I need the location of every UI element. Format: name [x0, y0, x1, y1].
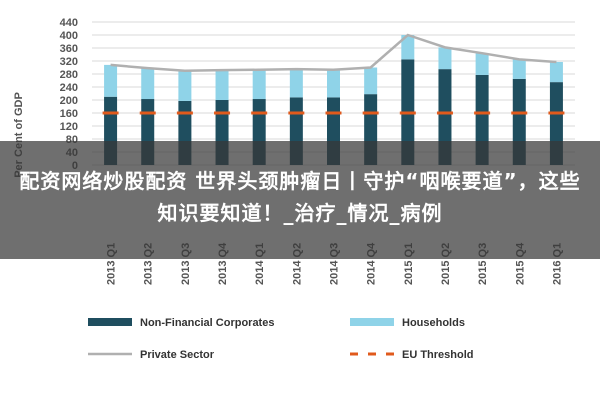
y-tick-label: 280: [60, 69, 78, 81]
y-tick-label: 120: [60, 121, 78, 133]
bar-households: [141, 68, 155, 100]
y-tick-label: 360: [60, 43, 78, 55]
legend-label-private-sector: Private Sector: [140, 349, 215, 361]
bar-households: [252, 69, 266, 100]
bar-households: [512, 59, 526, 79]
y-tick-label: 440: [60, 17, 78, 29]
lines: [102, 33, 565, 115]
line-private-sector: [110, 33, 557, 73]
y-tick-label: 240: [60, 82, 78, 94]
legend: Non-Financial Corporates Households Priv…: [88, 317, 474, 361]
y-tick-label: 320: [60, 56, 78, 68]
bar-households: [438, 47, 452, 70]
y-tick-label: 160: [60, 108, 78, 120]
y-tick-label: 400: [60, 30, 78, 42]
bar-households: [364, 67, 378, 95]
bar-households: [327, 69, 340, 98]
bar-households: [178, 70, 192, 101]
bar-households: [549, 61, 563, 83]
legend-label-eu-threshold: EU Threshold: [402, 349, 474, 361]
legend-swatch-non-financial: [88, 318, 132, 326]
overlay-title-text: 配资网络炒股配资 世界头颈肿瘤日丨守护“咽喉要道”，这些知识要知道！_治疗_情况…: [19, 169, 581, 225]
bar-households: [401, 35, 415, 60]
legend-swatch-households: [350, 318, 394, 326]
y-tick-label: 200: [60, 95, 78, 107]
legend-label-households: Households: [402, 317, 465, 329]
bar-households: [289, 69, 303, 98]
bar-households: [104, 64, 118, 97]
bar-households: [215, 70, 229, 100]
legend-label-non-financial: Non-Financial Corporates: [140, 317, 274, 329]
overlay-title-banner: 配资网络炒股配资 世界头颈肿瘤日丨守护“咽喉要道”，这些知识要知道！_治疗_情况…: [0, 141, 600, 259]
bar-households: [475, 53, 489, 75]
